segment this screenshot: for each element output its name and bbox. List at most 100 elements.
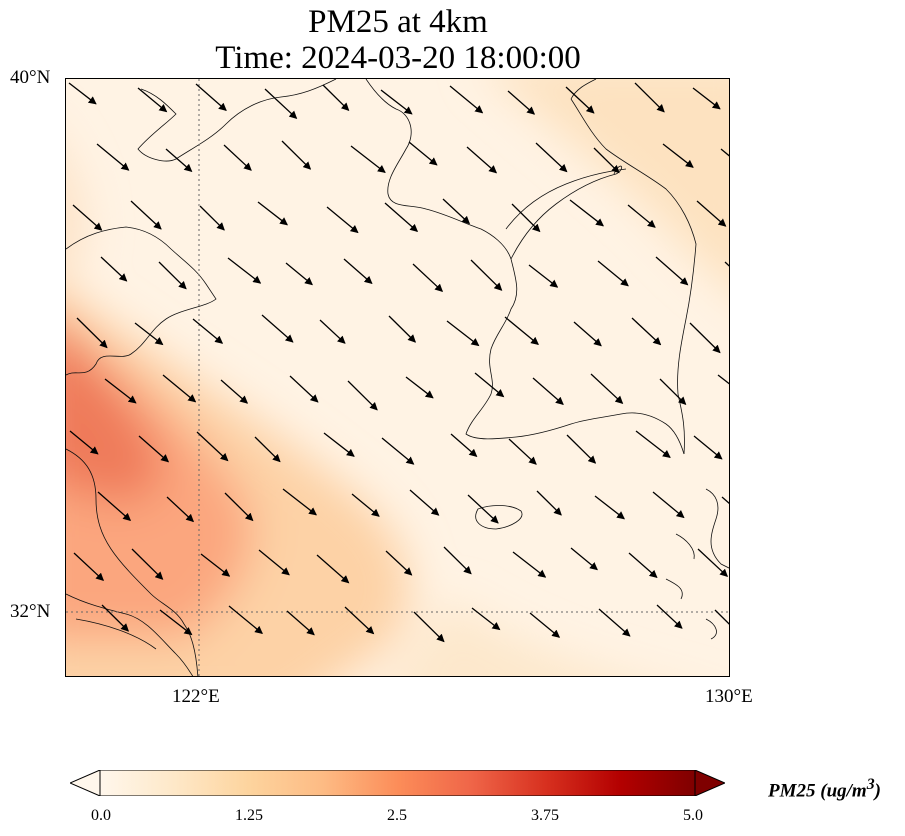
wind-arrow bbox=[322, 84, 350, 112]
wind-arrow bbox=[162, 374, 197, 403]
wind-arrow bbox=[199, 205, 225, 231]
wind-arrow bbox=[569, 199, 604, 227]
wind-arrow bbox=[594, 495, 625, 520]
wind-arrow bbox=[466, 146, 498, 174]
wind-arrow bbox=[165, 148, 193, 173]
wind-arrow bbox=[69, 430, 99, 455]
wind-arrow bbox=[652, 491, 685, 519]
wind-arrow bbox=[409, 489, 440, 516]
wind-arrow bbox=[220, 379, 249, 404]
wind-arrow bbox=[258, 549, 290, 576]
wind-arrow bbox=[131, 548, 164, 580]
wind-arrow bbox=[471, 607, 501, 631]
wind-arrow bbox=[72, 204, 103, 231]
colorbar-gradient bbox=[99, 769, 696, 797]
wind-arrow bbox=[381, 437, 415, 465]
wind-arrow bbox=[385, 550, 413, 576]
colorbar-max-extend bbox=[694, 769, 727, 797]
wind-arrow bbox=[227, 257, 262, 284]
wind-arrow bbox=[196, 431, 229, 462]
wind-arrow bbox=[285, 262, 313, 286]
colorbar-tick-0: 0.0 bbox=[91, 807, 111, 824]
colorbar-tick-2: 2.5 bbox=[387, 807, 407, 824]
wind-arrow bbox=[195, 83, 227, 112]
wind-arrow bbox=[388, 315, 417, 343]
wind-arrow bbox=[536, 490, 562, 516]
colorbar bbox=[68, 769, 727, 797]
wind-arrow bbox=[590, 373, 624, 404]
gridlines bbox=[66, 79, 729, 676]
colorbar-title-end: ) bbox=[874, 780, 881, 802]
wind-arrow bbox=[634, 82, 665, 113]
wind-arrow bbox=[405, 376, 434, 399]
wind-arrow bbox=[714, 609, 729, 625]
wind-arrow bbox=[130, 200, 162, 230]
wind-arrow bbox=[412, 263, 444, 292]
wind-arrow bbox=[635, 430, 671, 459]
wind-arrow bbox=[223, 144, 252, 171]
wind-arrow bbox=[68, 82, 97, 105]
wind-arrow bbox=[413, 611, 445, 643]
wind-arrow bbox=[697, 548, 729, 577]
wind-arrow bbox=[408, 141, 438, 166]
colorbar-tick-4: 5.0 bbox=[683, 807, 703, 824]
wind-arrow bbox=[73, 552, 105, 581]
wind-arrow bbox=[528, 264, 559, 288]
wind-arrow bbox=[443, 546, 472, 575]
wind-arrow bbox=[631, 317, 662, 346]
colorbar-min-extend bbox=[68, 769, 101, 797]
colorbar-svg bbox=[68, 769, 727, 797]
wind-arrow bbox=[344, 606, 375, 635]
wind-arrow bbox=[692, 87, 721, 110]
colorbar-tick-1: 1.25 bbox=[235, 807, 263, 824]
wind-arrow bbox=[566, 434, 597, 464]
wind-arrow bbox=[257, 201, 288, 226]
lon-tick-122e: 122°E bbox=[172, 686, 220, 707]
wind-arrow bbox=[597, 260, 629, 287]
wind-arrow bbox=[101, 604, 130, 632]
wind-arrow bbox=[467, 494, 499, 524]
wind-arrow bbox=[628, 552, 658, 579]
wind-arrow bbox=[693, 435, 723, 460]
wind-arrow bbox=[166, 496, 195, 523]
wind-arrow bbox=[721, 496, 729, 505]
wind-arrow bbox=[282, 488, 317, 516]
wind-arrow bbox=[384, 202, 419, 233]
wind-arrow bbox=[264, 88, 298, 119]
lon-tick-130e: 130°E bbox=[705, 686, 753, 707]
wind-arrow bbox=[535, 142, 568, 173]
lat-tick-40n: 40°N bbox=[10, 67, 51, 88]
wind-arrow bbox=[351, 493, 380, 517]
wind-arrow bbox=[512, 551, 547, 578]
wind-arrow bbox=[511, 203, 541, 233]
wind-arrow bbox=[570, 547, 598, 571]
wind-arrow bbox=[573, 321, 602, 347]
wind-arrow bbox=[442, 198, 471, 225]
wind-arrow bbox=[100, 256, 128, 282]
colorbar-title-sup: 3 bbox=[866, 776, 875, 793]
wind-arrow bbox=[565, 86, 595, 114]
wind-arrow bbox=[450, 433, 478, 458]
wind-arrow bbox=[76, 317, 108, 349]
wind-arrow bbox=[159, 609, 193, 636]
wind-arrow bbox=[289, 375, 319, 403]
wind-arrow bbox=[470, 259, 503, 291]
wind-arrow bbox=[662, 143, 694, 168]
map-subtitle-time: Time: 2024-03-20 18:00:00 bbox=[215, 40, 581, 76]
wind-arrow bbox=[224, 492, 254, 522]
wind-arrow bbox=[380, 89, 413, 115]
wind-arrow bbox=[192, 318, 224, 344]
wind-arrow bbox=[507, 90, 536, 115]
wind-arrow bbox=[449, 85, 484, 114]
map-title: PM25 at 4km bbox=[308, 4, 488, 40]
wind-arrow bbox=[689, 322, 721, 354]
wind-arrow bbox=[347, 380, 378, 411]
wind-arrow bbox=[137, 87, 168, 113]
wind-arrow bbox=[134, 322, 164, 346]
map-panel[interactable] bbox=[65, 78, 730, 677]
wind-arrow bbox=[96, 143, 130, 171]
wind-arrow bbox=[326, 206, 359, 234]
wind-arrow bbox=[532, 377, 564, 406]
wind-arrow bbox=[97, 491, 132, 522]
wind-arrow bbox=[138, 435, 170, 463]
